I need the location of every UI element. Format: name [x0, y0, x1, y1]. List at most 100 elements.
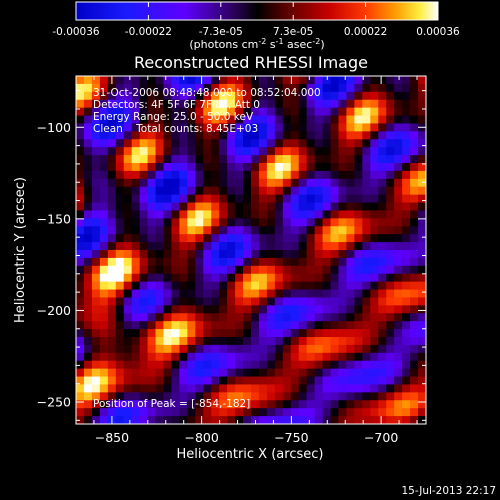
heatmap-cell: [163, 202, 173, 212]
heatmap-cell: [314, 305, 324, 314]
heatmap-cell: [139, 163, 149, 172]
heatmap-cell: [410, 250, 419, 259]
heatmap-cell: [370, 194, 379, 204]
heatmap-cell: [410, 281, 419, 291]
heatmap-cell: [274, 123, 284, 132]
heatmap-cell: [322, 329, 332, 338]
heatmap-cell: [76, 202, 85, 212]
heatmap-cell: [227, 131, 236, 140]
heatmap-cell: [131, 265, 141, 275]
heatmap-cell: [370, 163, 379, 172]
heatmap-cell: [322, 76, 332, 85]
heatmap-cell: [258, 368, 268, 378]
heatmap-cell: [227, 337, 236, 346]
heatmap-cell: [266, 194, 276, 204]
heatmap-cell: [131, 289, 141, 299]
heatmap-cell: [362, 115, 371, 125]
heatmap-cell: [314, 226, 324, 235]
heatmap-cell: [243, 384, 252, 393]
heatmap-cell: [346, 83, 355, 93]
heatmap-cell: [187, 226, 196, 235]
heatmap-cell: [107, 139, 117, 148]
heatmap-cell: [346, 297, 355, 306]
heatmap-cell: [155, 281, 165, 291]
heatmap-cell: [338, 305, 348, 314]
heatmap-cell: [298, 131, 308, 140]
heatmap-cell: [155, 147, 165, 156]
heatmap-cell: [298, 163, 308, 172]
heatmap-cell: [354, 265, 363, 275]
heatmap-cell: [83, 226, 93, 235]
heatmap-cell: [354, 210, 363, 219]
heatmap-cell: [386, 289, 395, 299]
heatmap-cell: [243, 344, 252, 354]
heatmap-cell: [330, 281, 340, 291]
heatmap-cell: [274, 99, 284, 109]
heatmap-cell: [195, 281, 204, 291]
heatmap-cell: [83, 321, 93, 330]
heatmap-cell: [115, 76, 125, 85]
heatmap-cell: [203, 329, 212, 338]
heatmap-cell: [378, 83, 387, 93]
heatmap-cell: [163, 321, 173, 330]
heatmap-cell: [203, 273, 212, 283]
heatmap-cell: [258, 155, 268, 164]
heatmap-cell: [274, 91, 284, 101]
heatmap-cell: [378, 210, 387, 219]
heatmap-cell: [76, 139, 85, 148]
heatmap-cell: [290, 416, 300, 424]
heatmap-cell: [235, 170, 244, 180]
heatmap-cell: [306, 194, 316, 204]
heatmap-cell: [139, 297, 149, 306]
heatmap-cell: [362, 83, 371, 93]
heatmap-cell: [203, 218, 212, 227]
heatmap-cell: [346, 226, 355, 235]
heatmap-cell: [322, 99, 332, 109]
heatmap-cell: [282, 170, 292, 180]
heatmap-cell: [290, 186, 300, 196]
heatmap-cell: [107, 337, 117, 346]
heatmap-cell: [195, 242, 204, 251]
heatmap-cell: [354, 297, 363, 306]
heatmap-cell: [394, 76, 403, 85]
heatmap-cell: [107, 226, 117, 235]
heatmap-cell: [243, 368, 252, 378]
heatmap-cell: [219, 139, 228, 148]
heatmap-cell: [378, 147, 387, 156]
heatmap-cell: [251, 392, 260, 401]
heatmap-cell: [187, 257, 196, 267]
heatmap-cell: [282, 337, 292, 346]
heatmap-cell: [139, 107, 149, 117]
heatmap-cell: [171, 265, 180, 275]
heatmap-cell: [258, 392, 268, 401]
heatmap-cell: [274, 400, 284, 409]
heatmap-cell: [306, 99, 316, 109]
heatmap-cell: [370, 99, 379, 109]
heatmap-cell: [394, 352, 403, 362]
heatmap-cell: [282, 218, 292, 227]
heatmap-cell: [330, 329, 340, 338]
heatmap-cell: [163, 416, 173, 424]
heatmap-cell: [139, 329, 149, 338]
heatmap-cell: [251, 194, 260, 204]
heatmap-cell: [258, 344, 268, 354]
heatmap-cell: [203, 91, 212, 101]
heatmap-cell: [322, 257, 332, 267]
heatmap-cell: [187, 147, 196, 156]
heatmap-cell: [219, 257, 228, 267]
heatmap-cell: [282, 234, 292, 243]
heatmap-cell: [83, 289, 93, 299]
heatmap-cell: [290, 242, 300, 251]
heatmap-cell: [266, 218, 276, 227]
heatmap-cell: [123, 289, 133, 299]
heatmap-cell: [131, 321, 141, 330]
heatmap-cell: [402, 170, 411, 180]
heatmap-cell: [123, 107, 133, 117]
heatmap-cell: [338, 99, 348, 109]
heatmap-cell: [123, 265, 133, 275]
heatmap-cell: [76, 313, 85, 322]
heatmap-cell: [195, 194, 204, 204]
heatmap-cell: [115, 408, 125, 417]
heatmap-cell: [91, 329, 101, 338]
